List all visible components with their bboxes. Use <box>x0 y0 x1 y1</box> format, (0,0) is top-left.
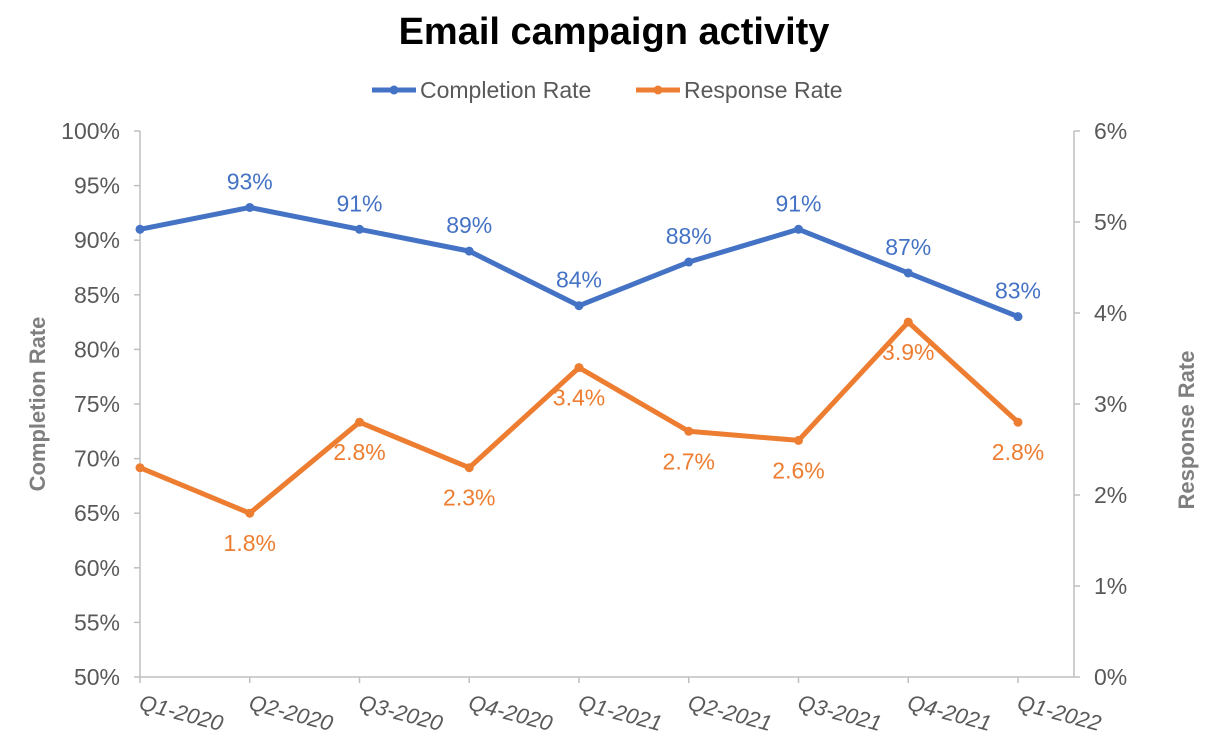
right-tick-label: 4% <box>1094 300 1127 326</box>
legend-label-response: Response Rate <box>684 77 843 103</box>
left-tick-label: 100% <box>61 118 120 144</box>
completion-rate-point <box>464 246 474 256</box>
x-tick-label: Q3-2021 <box>795 690 884 736</box>
left-tick-label: 55% <box>74 609 120 635</box>
legend-label-completion: Completion Rate <box>420 77 591 103</box>
right-tick-label: 5% <box>1094 209 1127 235</box>
completion-rate-point <box>794 224 803 234</box>
x-tick-label: Q1-2020 <box>137 690 227 737</box>
x-tick-label: Q2-2020 <box>246 690 336 737</box>
right-tick-label: 6% <box>1094 118 1127 144</box>
response-rate-point <box>1013 417 1023 427</box>
completion-rate-point <box>903 268 913 278</box>
response-rate-data-label: 2.6% <box>772 457 824 483</box>
completion-rate-data-label: 89% <box>446 212 492 238</box>
x-tick-label: Q1-2022 <box>1015 690 1104 736</box>
completion-rate-data-label: 83% <box>995 278 1041 304</box>
response-rate-data-label: 3.9% <box>882 339 934 365</box>
left-tick-label: 60% <box>74 555 120 581</box>
response-rate-data-label: 2.7% <box>663 448 715 474</box>
completion-rate-data-label: 91% <box>775 190 821 216</box>
x-ticks: Q1-2020 Q2-2020 Q3-2020 Q4-2020 Q1-2021 Q2-20… <box>137 677 1104 736</box>
completion-rate-data-label: 84% <box>556 267 602 293</box>
left-tick-label: 80% <box>74 336 120 362</box>
completion-rate-point <box>355 224 364 234</box>
legend: Completion Rate Response Rate <box>372 77 843 103</box>
response-rate-data-label: 2.8% <box>992 439 1044 465</box>
response-rate-data-label: 3.4% <box>553 385 605 411</box>
left-axis-title: Completion Rate <box>25 317 50 492</box>
legend-marker-completion <box>389 85 399 95</box>
series-layer <box>135 202 1023 518</box>
right-ticks: 6% 5% 4% 3% 2% 1% 0% <box>1074 118 1127 690</box>
x-tick-label: Q4-2021 <box>905 690 994 736</box>
completion-rate-data-label: 91% <box>336 190 382 216</box>
chart-title: Email campaign activity <box>399 11 830 53</box>
response-rate-point <box>574 363 584 373</box>
response-rate-point <box>135 463 145 473</box>
left-tick-label: 65% <box>74 500 120 526</box>
data-labels: 93% 91% 89% 84% 88% 91% 87% 83% 1.8% 2.8% 2.3% 3.4%… <box>224 168 1045 556</box>
response-rate-point <box>684 426 694 436</box>
completion-rate-data-label: 88% <box>666 223 712 249</box>
response-rate-data-label: 1.8% <box>224 530 276 556</box>
completion-rate-data-label: 93% <box>227 168 273 194</box>
response-rate-data-label: 2.8% <box>333 439 385 465</box>
completion-rate-data-label: 87% <box>885 234 931 260</box>
response-rate-point <box>355 417 364 427</box>
completion-rate-point <box>245 202 255 212</box>
completion-rate-line <box>137 204 1021 320</box>
left-tick-label: 90% <box>74 227 120 253</box>
completion-rate-point <box>135 224 145 234</box>
right-tick-label: 2% <box>1094 482 1127 508</box>
right-tick-label: 1% <box>1094 573 1127 599</box>
left-ticks: 100% 95% 90% 85% 80% 75% 70% 65% 60% 55% 50% <box>61 118 140 690</box>
x-tick-label: Q3-2020 <box>356 690 446 737</box>
right-axis-title: Response Rate <box>1174 351 1199 510</box>
response-rate-point <box>464 463 474 473</box>
response-rate-point <box>903 317 913 327</box>
response-rate-point <box>794 435 803 445</box>
left-tick-label: 70% <box>74 446 120 472</box>
right-tick-label: 3% <box>1094 391 1127 417</box>
completion-rate-point <box>1013 312 1023 322</box>
left-tick-label: 75% <box>74 391 120 417</box>
completion-rate-point <box>684 257 694 267</box>
x-tick-label: Q1-2021 <box>576 690 665 736</box>
left-tick-label: 50% <box>74 664 120 690</box>
left-tick-label: 85% <box>74 282 120 308</box>
x-tick-label: Q2-2021 <box>685 690 774 736</box>
response-rate-point <box>245 508 255 518</box>
right-tick-label: 0% <box>1094 664 1127 690</box>
legend-marker-response <box>653 85 663 95</box>
x-tick-label: Q4-2020 <box>466 690 556 737</box>
response-rate-data-label: 2.3% <box>443 485 495 511</box>
completion-rate-point <box>574 301 584 311</box>
left-tick-label: 95% <box>74 173 120 199</box>
